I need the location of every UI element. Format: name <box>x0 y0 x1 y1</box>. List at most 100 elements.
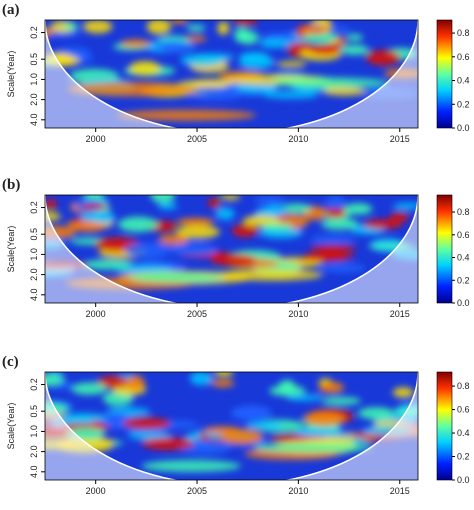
heatmap-blob <box>141 437 195 451</box>
x-tick-label: 2005 <box>187 309 207 319</box>
heatmap-blob <box>231 223 258 238</box>
heatmap-blob <box>232 20 259 26</box>
y-tick-label: 2.0 <box>29 93 39 106</box>
colorbar-tick-label: 0.4 <box>457 76 470 86</box>
cone-line <box>45 20 418 128</box>
colorbar-tick-label: 0.6 <box>457 230 470 240</box>
heatmap-blob <box>210 253 257 266</box>
panel-label: (a) <box>2 2 20 18</box>
heatmap-blob <box>175 225 220 239</box>
heatmap-blob <box>318 381 344 394</box>
panel: (a) 0.2 0.5 1.0 2.0 4.0 Scale(Year) 2000 2005 201… <box>2 2 470 144</box>
heatmap-blobs <box>45 20 418 121</box>
heatmap-blob <box>186 24 206 32</box>
heatmap-blob <box>273 77 389 89</box>
heatmap-blob <box>197 53 235 61</box>
y-axis-label: Scale(Year) <box>6 403 16 450</box>
heatmap-blob <box>304 252 355 260</box>
heatmap-blob <box>303 410 345 427</box>
colorbar-tick-label: 0.4 <box>457 253 470 263</box>
colorbar <box>436 19 453 129</box>
heatmap <box>45 20 418 128</box>
heatmap-blob <box>392 202 418 210</box>
x-tick-label: 2000 <box>86 134 106 144</box>
heatmap-blob <box>141 459 241 473</box>
heatmap-blob <box>67 81 198 97</box>
heatmap-blob <box>219 268 323 281</box>
heatmap-blob <box>299 25 332 35</box>
heatmap-blob <box>126 375 145 391</box>
colorbar-tick-label: 0.8 <box>457 207 470 217</box>
y-tick-label: 0.5 <box>29 405 39 418</box>
y-tick-label: 0.5 <box>29 53 39 66</box>
heatmap-blob <box>124 242 171 259</box>
heatmap-blob <box>389 212 410 222</box>
heatmap-blob <box>91 210 116 224</box>
heatmap-blob <box>234 27 250 43</box>
heatmap-blob <box>120 39 151 48</box>
colorbar-tick-label: 0.4 <box>457 428 470 438</box>
panel: (b) 0.2 0.5 1.0 2.0 4.0 Scale(Year) 2000 2005 201… <box>2 177 470 319</box>
heatmap-blob <box>83 20 113 34</box>
heatmap-blob <box>365 49 401 66</box>
x-tick-label: 2010 <box>288 309 308 319</box>
heatmap-blob <box>309 44 341 55</box>
x-tick-label: 2015 <box>390 486 410 496</box>
heatmap-blob <box>211 379 235 388</box>
heatmap-blob <box>158 234 189 245</box>
y-tick-label: 4.0 <box>29 466 39 479</box>
heatmap-blobs <box>45 372 418 473</box>
heatmap-blob <box>55 382 73 390</box>
y-tick-label: 0.2 <box>29 378 39 391</box>
y-axis-label: Scale(Year) <box>6 51 16 98</box>
heatmap-blob <box>96 375 129 389</box>
heatmap-blob <box>82 259 133 270</box>
heatmap-blob <box>295 428 344 436</box>
heatmap-blob <box>214 372 234 377</box>
heatmap-blob <box>156 40 193 53</box>
heatmap-blob <box>319 263 367 273</box>
heatmap-blob <box>363 219 403 230</box>
colorbar-tick-label: 0.2 <box>457 99 470 109</box>
panel-label: (b) <box>2 177 20 193</box>
colorbar-tick-label: 0.0 <box>457 123 470 133</box>
heatmap-blob <box>278 379 296 393</box>
heatmap-blob <box>62 23 79 30</box>
heatmap-blob <box>261 223 293 231</box>
x-tick-label: 2005 <box>187 486 207 496</box>
heatmap <box>45 372 418 480</box>
heatmap-blob <box>392 387 414 398</box>
colorbar-tick-label: 0.6 <box>457 52 470 62</box>
panel: (c) 0.2 0.5 1.0 2.0 4.0 Scale(Year) 2000 2005 201… <box>2 354 470 496</box>
y-tick-label: 1.0 <box>29 73 39 86</box>
y-tick-label: 0.2 <box>29 201 39 214</box>
x-tick-label: 2010 <box>288 134 308 144</box>
cone-shade <box>45 20 418 128</box>
colorbar-tick-label: 0.2 <box>457 452 470 462</box>
heatmap-blob <box>146 20 172 35</box>
heatmap-blob <box>189 372 213 386</box>
heatmap-blob <box>215 207 235 220</box>
heatmap-blob <box>309 234 356 244</box>
heatmap-blob <box>45 199 58 210</box>
heatmap-blob <box>253 442 373 453</box>
heatmap-blob <box>170 20 188 24</box>
heatmap-blob <box>303 31 339 44</box>
heatmap-blob <box>357 407 395 420</box>
x-tick-label: 2015 <box>390 134 410 144</box>
heatmap-blob <box>217 21 230 36</box>
heatmap-blob <box>150 195 176 204</box>
plot-frame <box>44 194 419 304</box>
heatmap-blob <box>346 33 364 41</box>
y-axis-label: Scale(Year) <box>6 226 16 273</box>
x-tick-label: 2000 <box>86 309 106 319</box>
x-tick-label: 2000 <box>86 486 106 496</box>
x-tick-label: 2010 <box>288 486 308 496</box>
heatmap-blob <box>118 216 159 233</box>
heatmap-blob <box>255 195 285 206</box>
heatmap-blob <box>220 195 241 201</box>
heatmap-blob <box>129 272 225 283</box>
heatmap-blob <box>321 396 361 405</box>
heatmap-blob <box>321 218 359 230</box>
heatmap-blob <box>169 242 217 257</box>
